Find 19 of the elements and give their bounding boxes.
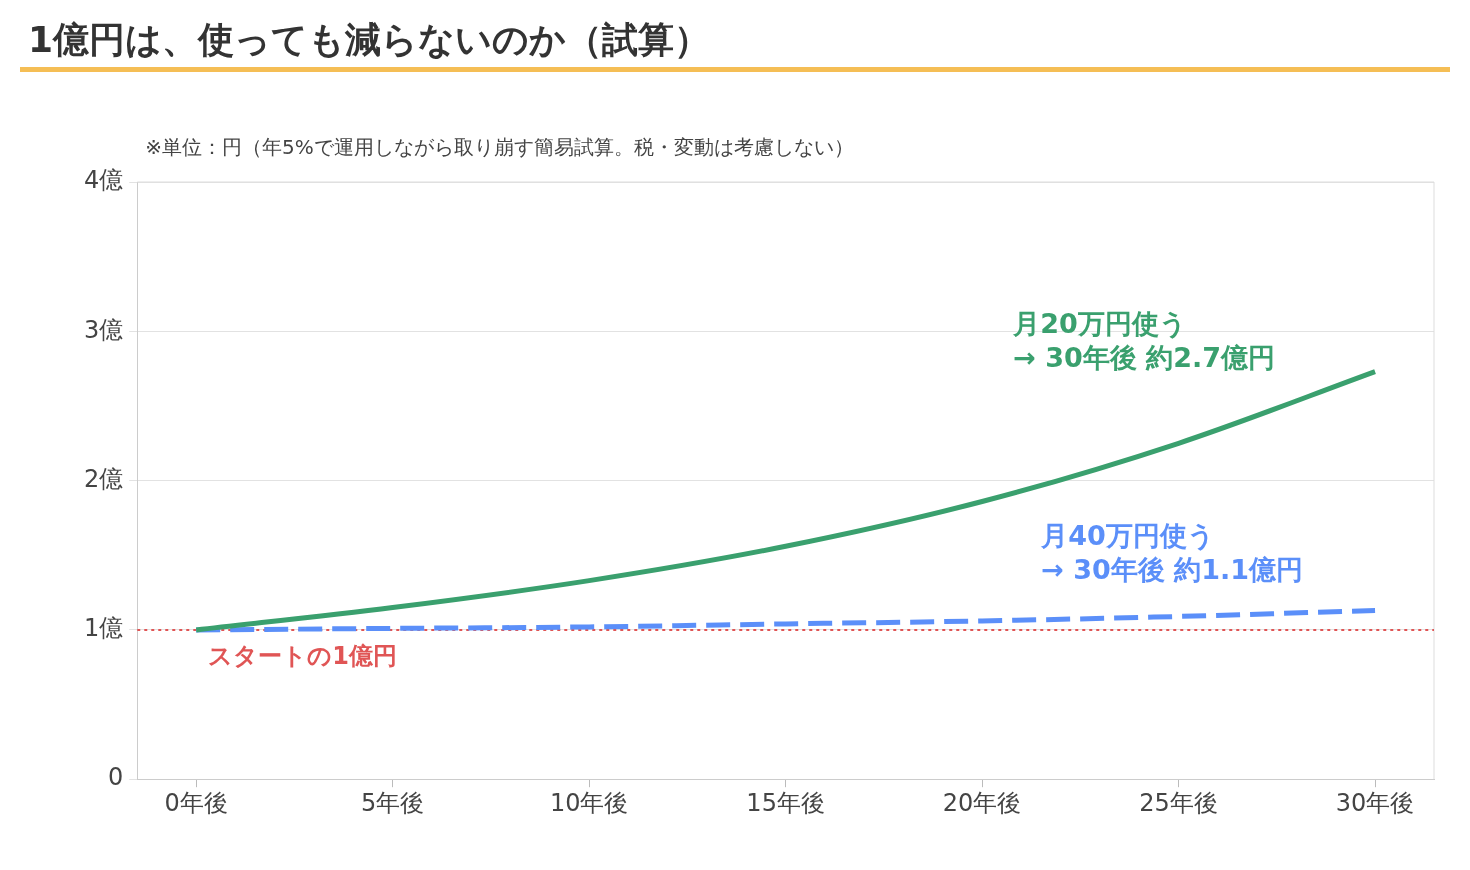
ref-line-label: スタートの1億円	[208, 641, 397, 670]
x-tick-label: 15年後	[746, 788, 825, 817]
annotation: → 30年後 約1.1億円	[1041, 554, 1304, 586]
y-tick-label: 1億	[83, 614, 124, 643]
chart-title: 1億円は、使っても減らないのか（試算）	[27, 18, 712, 62]
y-tick-label: 3億	[83, 315, 124, 344]
text: 月40万円使う	[1040, 520, 1215, 552]
text: 月20万円使う	[1012, 307, 1187, 339]
y-tick-label: 0	[107, 763, 124, 792]
x-tick-label: 0年後	[164, 788, 228, 817]
x-tick-label: 30年後	[1335, 788, 1415, 817]
x-tick-label: 25年後	[1139, 788, 1218, 817]
y-tick-label: 2億	[83, 464, 124, 493]
x-tick-label: 5年後	[361, 788, 425, 817]
x-tick-label: 10年後	[549, 788, 629, 817]
chart-subtitle: ※単位：円（年5%で運用しながら取り崩す簡易試算。税・変動は考慮しない）	[145, 135, 854, 159]
annotation: → 30年後 約2.7億円	[1013, 341, 1276, 373]
x-tick-label: 20年後	[942, 788, 1022, 817]
y-tick-label: 4億	[83, 166, 124, 195]
